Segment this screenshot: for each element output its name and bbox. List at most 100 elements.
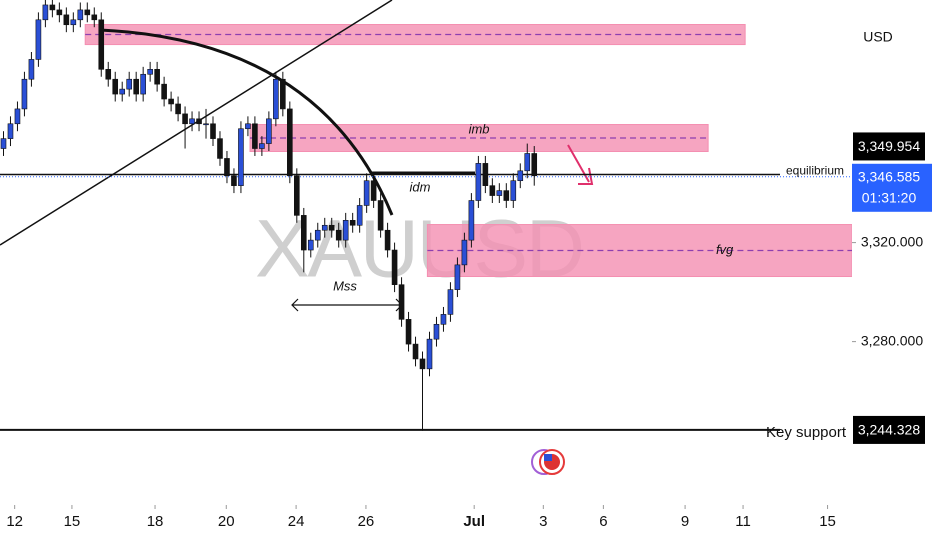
candle-body [175,103,181,115]
x-tick-label: 24 [288,513,305,530]
x-tick-label: 6 [599,513,607,530]
candle-body [77,9,84,21]
candle-body [231,175,237,186]
candle-body [405,319,412,345]
candle-body [84,9,91,16]
candle-body [112,78,119,95]
candle-body [161,83,167,100]
candle-body [105,69,112,80]
level-label: equilibrium [786,164,844,178]
projection-arrow [567,144,594,185]
candle-body [328,224,335,231]
candle-body [524,153,531,172]
candle-body [147,69,153,75]
y-tick-label: 3,280.000 [861,332,923,348]
candle-body [294,175,300,216]
candle-body [189,118,195,125]
idm-label: idm [410,179,431,194]
candle-body [287,108,293,177]
candle-body [217,138,223,159]
high-price-label: 3,349.954 [858,138,920,154]
candle-body [56,9,63,16]
price-tag-label: 3,244.328 [858,422,920,438]
candle-body [259,143,265,149]
candle-body [489,185,496,196]
candle-body [0,138,7,149]
zone-label: fvg [716,242,734,257]
icon-flag-canton [544,454,552,461]
x-tick-label: 11 [735,513,751,530]
candle-body [133,78,139,95]
candle-body [28,59,35,80]
level-label: Key support [766,424,847,441]
x-tick-label: 12 [6,513,23,530]
candle-body [335,229,342,241]
current-price-label: 3,346.585 [858,168,920,184]
candle-body [377,200,384,231]
candle-body [503,190,510,201]
candle-body [482,163,489,186]
x-tick-label: 18 [147,513,164,530]
candle-body [196,118,202,125]
candle-body [475,163,482,201]
candle-body [363,180,370,206]
candle-body [49,4,56,11]
candle-body [384,229,391,251]
candle-body [349,220,356,226]
candle-body [21,78,28,110]
candle-body [140,73,146,95]
candle-body [252,123,258,149]
x-tick-label: 9 [681,513,689,530]
y-tick-label: 3,320.000 [861,233,923,249]
candle-body [517,170,524,182]
candle-body [419,358,426,370]
candle-body [210,123,216,139]
candle-body [510,180,517,201]
x-tick-label: 20 [218,513,235,530]
candle-body [468,200,475,241]
candle-body [224,158,230,177]
candle-body [154,69,160,85]
candle-body [35,19,42,60]
candle-body [314,229,321,241]
candle-body [321,224,328,231]
x-tick-label: 26 [358,513,375,530]
candle-body [307,239,314,251]
currency-label: USD [863,29,893,45]
mss-label: Mss [333,278,357,293]
candle-body [370,180,377,201]
price-tag [853,415,925,444]
candle-body [461,239,468,266]
zone-label: imb [469,121,490,136]
candle-body [126,78,132,90]
candle-body [203,123,209,126]
candle-body [98,19,105,70]
candle-body [280,78,286,110]
candle-body [391,249,398,285]
current-price-tag [852,163,932,212]
x-tick-label: 15 [64,513,81,530]
countdown-label: 01:31:20 [862,189,917,205]
x-tick-label: Jul [463,513,485,530]
candle-body [168,98,174,105]
candle-body [63,14,70,26]
candle-body [70,19,77,26]
candle-body [398,284,405,320]
candle-body [342,220,349,241]
candle-body [356,205,363,226]
candle-body [433,323,440,340]
event-icon [531,449,565,475]
candle-body [440,314,447,325]
candle-body [91,14,98,21]
candle-body [426,338,433,370]
candle-body [119,88,126,95]
trend-line [0,0,393,246]
candle-body [531,153,538,177]
candle-body [447,289,454,315]
candle-body [496,190,503,196]
high-price-tag [853,132,925,161]
price-axis [852,0,932,550]
candle-body [14,108,21,125]
